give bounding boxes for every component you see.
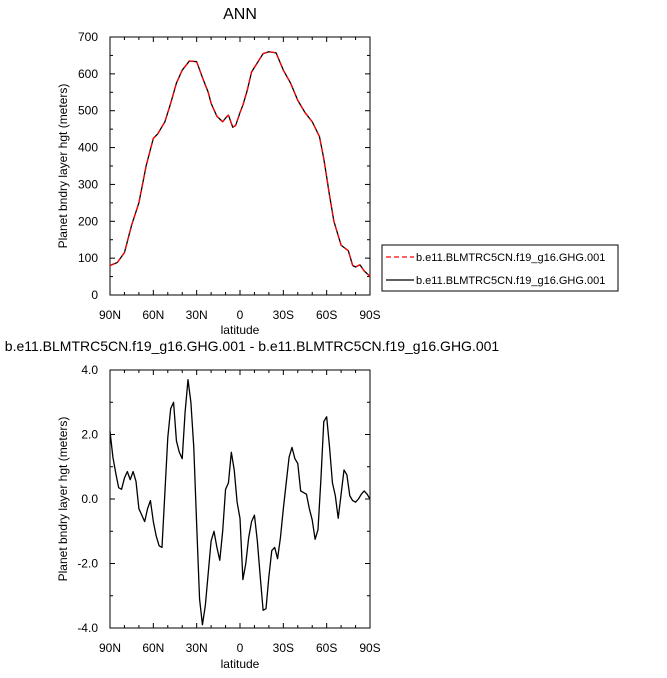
p1-y-tick-label: 500 (78, 104, 98, 118)
p2-x-tick-label: 30N (186, 641, 208, 655)
p1-x-tick-label: 60N (142, 308, 164, 322)
top-chart-title: ANN (223, 6, 257, 23)
p1-y-tick-label: 700 (78, 30, 98, 44)
p2-y-tick-label: -2.0 (77, 557, 98, 571)
top-y-ticks: 0 100 200 300 400 500 600 700 (78, 30, 370, 302)
top-series-lines (109, 51, 371, 278)
p1-x-tick-label: 90N (99, 308, 121, 322)
p1-y-tick-label: 300 (78, 177, 98, 191)
p2-y-tick-label: 2.0 (81, 428, 98, 442)
p2-x-tick-label: 30S (273, 641, 294, 655)
top-x-ticks: 90N 60N 30N 0 30S 60S 90S (99, 37, 381, 322)
bottom-y-axis-label: Planet bndry layer hgt (meters) (56, 417, 70, 582)
legend: b.e11.BLMTRC5CN.f19_g16.GHG.001 b.e11.BL… (381, 244, 619, 292)
p2-x-tick-label: 0 (237, 641, 244, 655)
p2-series-line-1 (109, 379, 371, 626)
bottom-y-ticks: -4.0 -2.0 0.0 2.0 4.0 (77, 363, 370, 635)
p1-series-line-2 (109, 51, 371, 278)
p2-x-tick-label: 60S (316, 641, 337, 655)
bottom-x-ticks: 90N 60N 30N 0 30S 60S 90S (99, 370, 381, 655)
p2-x-tick-label: 60N (142, 641, 164, 655)
top-line-chart: ANN 90N 60N 30N 0 30S 60S 90S 0 100 200 300 400 500… (56, 6, 619, 337)
top-x-axis-label: latitude (221, 323, 260, 337)
p2-y-tick-label: 4.0 (81, 363, 98, 377)
p1-y-tick-label: 100 (78, 251, 98, 265)
bottom-chart-title: b.e11.BLMTRC5CN.f19_g16.GHG.001 - b.e11.… (5, 338, 500, 354)
p2-x-tick-label: 90S (359, 641, 380, 655)
legend-label-series-2: b.e11.BLMTRC5CN.f19_g16.GHG.001 (416, 275, 605, 287)
p2-y-tick-label: -4.0 (77, 621, 98, 635)
bottom-plot-frame (109, 369, 371, 629)
p1-y-tick-label: 0 (91, 288, 98, 302)
legend-label-series-1: b.e11.BLMTRC5CN.f19_g16.GHG.001 (416, 252, 605, 264)
legend-box (381, 244, 619, 292)
bottom-x-axis-label: latitude (221, 657, 260, 671)
p1-y-tick-label: 600 (78, 67, 98, 81)
p2-x-tick-label: 90N (99, 641, 121, 655)
p1-x-tick-label: 90S (359, 308, 380, 322)
p1-y-tick-label: 400 (78, 141, 98, 155)
bottom-difference-chart: b.e11.BLMTRC5CN.f19_g16.GHG.001 - b.e11.… (5, 338, 500, 671)
p2-y-tick-label: 0.0 (81, 492, 98, 506)
p1-x-tick-label: 30S (273, 308, 294, 322)
bottom-series-lines (109, 379, 371, 626)
p1-x-tick-label: 0 (237, 308, 244, 322)
p1-series-line-1 (109, 51, 371, 278)
p1-x-tick-label: 60S (316, 308, 337, 322)
p1-y-tick-label: 200 (78, 214, 98, 228)
p1-x-tick-label: 30N (186, 308, 208, 322)
top-plot-frame (109, 36, 371, 296)
top-y-axis-label: Planet bndry layer hgt (meters) (56, 84, 70, 249)
